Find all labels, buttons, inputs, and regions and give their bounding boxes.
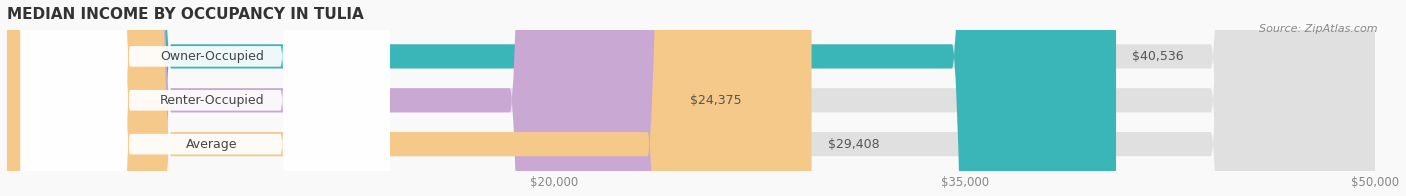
- Text: MEDIAN INCOME BY OCCUPANCY IN TULIA: MEDIAN INCOME BY OCCUPANCY IN TULIA: [7, 7, 364, 22]
- Text: Owner-Occupied: Owner-Occupied: [160, 50, 264, 63]
- Text: $24,375: $24,375: [690, 94, 742, 107]
- FancyBboxPatch shape: [7, 0, 673, 196]
- FancyBboxPatch shape: [7, 0, 1375, 196]
- FancyBboxPatch shape: [7, 0, 1375, 196]
- FancyBboxPatch shape: [7, 0, 1375, 196]
- Text: Average: Average: [187, 138, 238, 151]
- FancyBboxPatch shape: [21, 0, 389, 196]
- FancyBboxPatch shape: [21, 0, 389, 196]
- Text: $29,408: $29,408: [828, 138, 880, 151]
- Text: $40,536: $40,536: [1132, 50, 1184, 63]
- FancyBboxPatch shape: [7, 0, 811, 196]
- FancyBboxPatch shape: [7, 0, 1116, 196]
- Text: Renter-Occupied: Renter-Occupied: [160, 94, 264, 107]
- FancyBboxPatch shape: [21, 0, 389, 196]
- Text: Source: ZipAtlas.com: Source: ZipAtlas.com: [1260, 24, 1378, 34]
